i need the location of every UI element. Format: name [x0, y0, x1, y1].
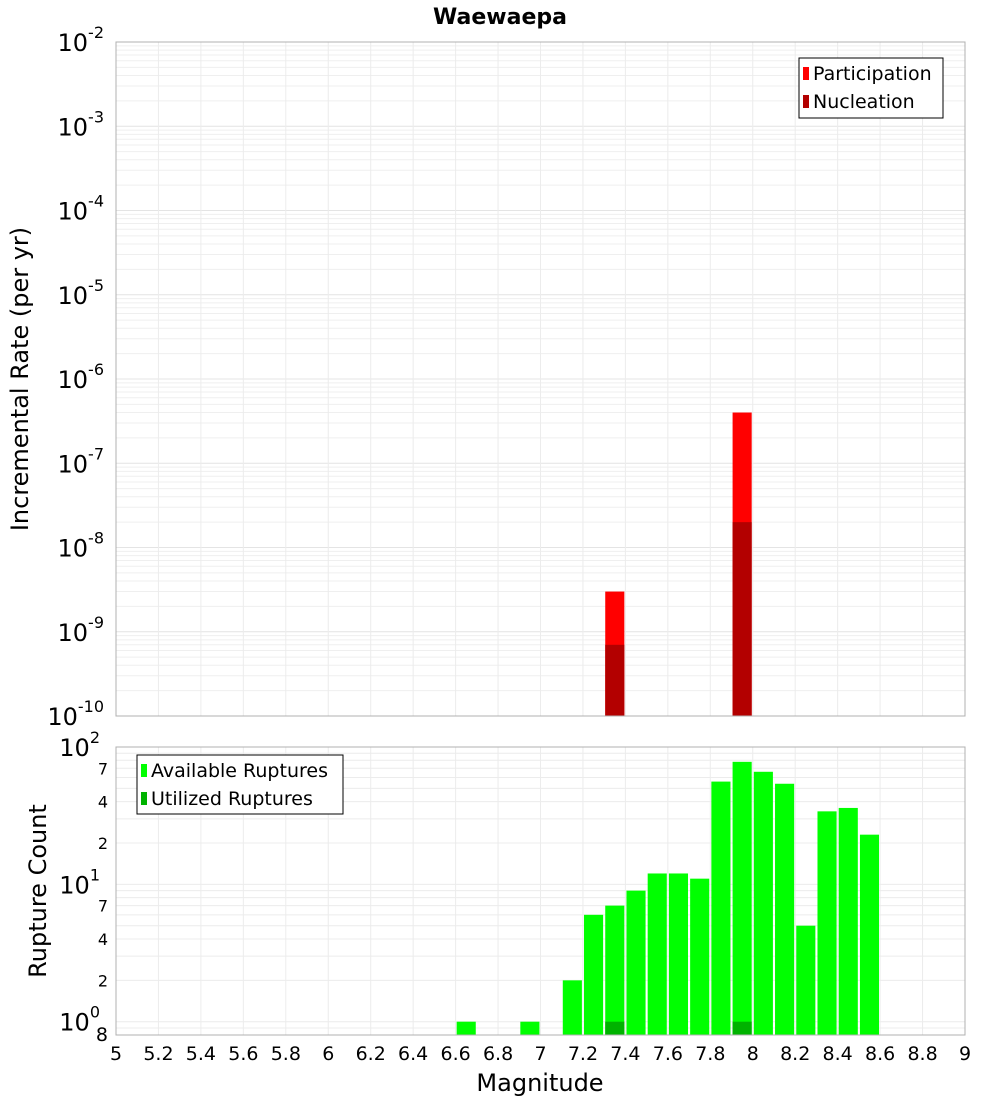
x-tick-label: 6.6	[440, 1043, 470, 1065]
x-tick-label: 5	[110, 1043, 122, 1065]
x-tick-label: 5.2	[143, 1043, 173, 1065]
x-tick-label: 6.2	[356, 1043, 386, 1065]
x-tick-label: 6	[322, 1043, 334, 1065]
legend-label-nucleation: Nucleation	[813, 91, 915, 113]
top-y-tick-label: 10-2	[58, 23, 105, 57]
bar-nucleation-0	[605, 644, 625, 716]
bar-available-15	[838, 807, 858, 1035]
top-y-tick-label: 10-10	[47, 697, 104, 731]
bar-available-9	[711, 781, 731, 1035]
bar-available-16	[859, 834, 880, 1035]
top-y-ticks: 10-10 10-9 10-8 10-7 10-6 10-5 10-4 10-3 10-2	[47, 23, 104, 731]
bottom-y-minor-tick-label: 7	[98, 897, 108, 916]
x-tick-label: 7.8	[695, 1043, 725, 1065]
bottom-y-major-tick-label: 102	[59, 728, 100, 762]
x-tick-label: 8.2	[780, 1043, 810, 1065]
x-tick-label: 7.4	[610, 1043, 640, 1065]
top-y-tick-label: 10-7	[58, 444, 105, 478]
x-axis-label: Magnitude	[476, 1069, 603, 1097]
bar-available-2	[562, 980, 582, 1035]
bar-available-10	[732, 761, 752, 1035]
top-y-tick-label: 10-3	[58, 107, 105, 141]
bottom-y-ticks: 100 101 102 2 4 7 2 4 7 8	[59, 728, 108, 1046]
bar-available-1	[520, 1021, 540, 1035]
top-plot-frame	[115, 41, 966, 717]
legend-label-available: Available Ruptures	[151, 760, 328, 782]
bar-available-4	[605, 905, 625, 1035]
bottom-y-minor-tick-label: 2	[98, 834, 108, 853]
legend-label-utilized: Utilized Ruptures	[151, 788, 313, 810]
chart-title: Waewaepa	[433, 5, 567, 30]
bar-available-13	[796, 925, 816, 1035]
x-tick-label: 8	[747, 1043, 759, 1065]
bar-nucleation-1	[732, 522, 752, 716]
legend-label-participation: Participation	[813, 63, 932, 85]
bottom-y-minor-tick-label: 4	[98, 930, 108, 949]
bottom-x-ticks: 5 5.2 5.4 5.6 5.8 6 6.2 6.4 6.6 6.8 7 7.2 7.4 7.6 7.8 8…	[110, 1043, 971, 1065]
x-tick-label: 8.6	[865, 1043, 895, 1065]
x-tick-label: 6.8	[483, 1043, 513, 1065]
bottom-y-minor-tick-label: 2	[98, 971, 108, 990]
top-y-axis-label: Incremental Rate (per yr)	[6, 227, 34, 531]
top-bars	[605, 412, 752, 716]
bottom-y-min-tick-label: 8	[96, 1024, 108, 1046]
legend-swatch-participation	[803, 67, 809, 80]
top-panel: 10-10 10-9 10-8 10-7 10-6 10-5 10-4 10-3 10-2 In…	[6, 23, 966, 731]
top-y-tick-label: 10-4	[58, 192, 105, 226]
x-tick-label: 6.4	[398, 1043, 428, 1065]
x-tick-label: 7.2	[568, 1043, 598, 1065]
bottom-y-minor-tick-label: 4	[98, 793, 108, 812]
bottom-panel: 100 101 102 2 4 7 2 4 7 8 5 5.2 5.4 5.6 5.8 6 6.2 6.4 6.6…	[24, 728, 971, 1097]
bar-available-12	[775, 783, 795, 1035]
bottom-y-minor-tick-label: 7	[98, 759, 108, 778]
bar-available-8	[690, 878, 710, 1035]
bottom-bars	[456, 761, 880, 1035]
x-tick-label: 8.4	[823, 1043, 853, 1065]
bar-available-5	[626, 890, 646, 1035]
x-tick-label: 7.6	[653, 1043, 683, 1065]
top-y-tick-label: 10-8	[58, 529, 105, 563]
bar-available-3	[584, 914, 604, 1035]
top-legend-box	[798, 57, 944, 119]
legend-swatch-nucleation	[803, 95, 809, 108]
x-tick-label: 8.8	[907, 1043, 937, 1065]
top-y-tick-label: 10-6	[58, 360, 105, 394]
bottom-y-major-tick-label: 100	[59, 1003, 100, 1037]
bar-utilized-0	[605, 1021, 625, 1035]
bar-available-6	[647, 873, 667, 1035]
legend-swatch-available	[141, 764, 147, 777]
top-y-tick-label: 10-5	[58, 276, 105, 310]
bar-available-11	[753, 771, 773, 1035]
top-legend: Participation Nucleation	[798, 57, 944, 119]
x-tick-label: 7	[534, 1043, 546, 1065]
top-y-tick-label: 10-9	[58, 613, 105, 647]
x-tick-label: 5.6	[228, 1043, 258, 1065]
x-tick-label: 5.8	[271, 1043, 301, 1065]
bottom-y-major-tick-label: 101	[59, 865, 100, 899]
bar-available-14	[817, 811, 837, 1035]
x-tick-label: 5.4	[186, 1043, 216, 1065]
x-tick-label: 9	[959, 1043, 971, 1065]
top-grid	[116, 42, 965, 717]
bottom-legend-box	[136, 754, 344, 815]
bar-utilized-1	[732, 1021, 752, 1035]
bottom-legend: Available Ruptures Utilized Ruptures	[136, 754, 344, 815]
bar-available-0	[456, 1021, 476, 1035]
bottom-y-axis-label: Rupture Count	[24, 804, 52, 978]
bar-available-7	[668, 873, 689, 1035]
bottom-plot-frame	[115, 746, 966, 1036]
legend-swatch-utilized	[141, 792, 147, 805]
